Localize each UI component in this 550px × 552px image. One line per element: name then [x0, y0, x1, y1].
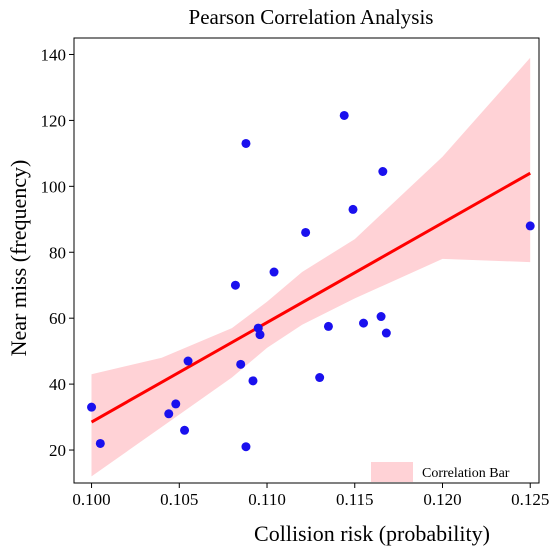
x-tick-label: 0.115 [336, 490, 374, 509]
confidence-band [91, 57, 531, 477]
x-tick-label: 0.100 [72, 490, 110, 509]
x-tick-label: 0.105 [160, 490, 198, 509]
legend-label-correlation-bar: Correlation Bar [422, 466, 510, 481]
data-point [180, 425, 190, 435]
x-tick-label: 0.125 [511, 490, 549, 509]
axes-frame [73, 37, 540, 484]
data-point [164, 409, 174, 419]
data-point [339, 110, 349, 120]
data-point [359, 318, 369, 328]
data-point [378, 167, 388, 176]
y-tick-label: 80 [49, 243, 66, 262]
data-point [248, 376, 258, 386]
data-point [171, 399, 181, 409]
legend-swatch-correlation-bar [371, 462, 413, 482]
y-axis-ticks: 20 40 60 80 100 120 140 [41, 45, 74, 460]
x-tick-label: 0.110 [248, 490, 286, 509]
data-point [315, 373, 325, 383]
y-tick-label: 120 [41, 111, 67, 130]
data-point [348, 204, 358, 214]
chart-title: Pearson Correlation Analysis [189, 5, 434, 29]
data-point [301, 227, 311, 237]
data-point [269, 267, 279, 277]
data-point [381, 328, 391, 338]
legend: Correlation Bar [371, 462, 510, 482]
data-point [525, 221, 535, 231]
data-point [95, 438, 105, 448]
data-point [87, 402, 97, 412]
x-axis-label: Collision risk (probability) [254, 521, 490, 546]
data-point [236, 359, 246, 369]
x-axis-ticks: 0.100 0.105 0.110 0.115 0.120 0.125 [72, 483, 549, 509]
data-point [376, 312, 386, 322]
y-tick-label: 140 [41, 45, 67, 64]
regression-line [90, 171, 531, 424]
data-point [230, 280, 240, 290]
y-tick-label: 40 [49, 375, 66, 394]
x-tick-label: 0.120 [423, 490, 461, 509]
y-axis-label: Near miss (frequency) [6, 160, 31, 357]
data-point [241, 138, 251, 148]
data-point [323, 321, 333, 331]
data-point [183, 356, 193, 366]
y-tick-label: 100 [41, 177, 67, 196]
data-point [255, 330, 265, 340]
y-tick-label: 60 [49, 309, 66, 328]
y-tick-label: 20 [49, 441, 66, 460]
plot-area [87, 57, 535, 477]
data-point [241, 442, 251, 452]
